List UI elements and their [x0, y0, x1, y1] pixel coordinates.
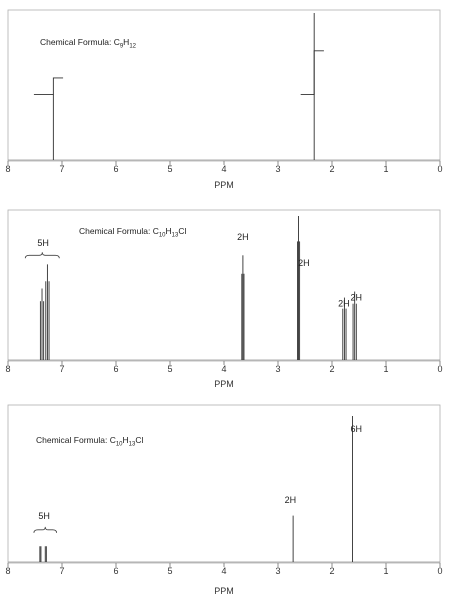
integration-label: 2H — [338, 299, 350, 309]
nmr-peak — [342, 297, 347, 360]
x-axis-label: PPM — [214, 586, 234, 596]
x-tick-label: 6 — [113, 364, 118, 374]
x-tick-label: 8 — [5, 364, 10, 374]
x-tick-label: 1 — [383, 566, 388, 576]
nmr-peak — [296, 216, 301, 360]
chemical-formula: Chemical Formula: C9H12 — [40, 37, 137, 50]
x-tick-label: 0 — [437, 364, 442, 374]
x-tick-label: 2 — [329, 364, 334, 374]
x-tick-label: 4 — [221, 164, 226, 174]
x-tick-label: 5 — [167, 364, 172, 374]
x-tick-label: 6 — [113, 164, 118, 174]
integration-curve — [33, 77, 64, 96]
nmr-peak — [39, 546, 42, 562]
x-tick-label: 4 — [221, 364, 226, 374]
x-tick-label: 3 — [275, 364, 280, 374]
x-tick-label: 0 — [437, 164, 442, 174]
x-tick-label: 0 — [437, 566, 442, 576]
chemical-formula: Chemical Formula: C10H13Cl — [79, 226, 186, 239]
plot-frame — [7, 9, 441, 162]
integration-label: 2H — [285, 495, 297, 505]
plot-frame — [7, 404, 441, 564]
x-tick-label: 5 — [167, 164, 172, 174]
x-tick-label: 8 — [5, 164, 10, 174]
integration-label: 2H — [237, 232, 249, 242]
spectrum-panel-2: 8 7 6 5 4 3 2 1 0 PPM Chemical Formula: C10H13Cl 5H… — [5, 209, 443, 389]
x-tick-label: 3 — [275, 164, 280, 174]
x-tick-label: 1 — [383, 364, 388, 374]
x-axis-label: PPM — [214, 180, 234, 190]
x-tick-label: 8 — [5, 566, 10, 576]
integration-brace — [33, 526, 57, 533]
integration-brace — [24, 252, 60, 259]
x-tick-label: 3 — [275, 566, 280, 576]
chemical-formula: Chemical Formula: C10H13Cl — [36, 435, 143, 448]
nmr-peak — [241, 255, 245, 360]
x-tick-label: 7 — [59, 566, 64, 576]
integration-curve — [300, 50, 324, 96]
x-tick-label: 7 — [59, 164, 64, 174]
nmr-peak — [44, 546, 47, 562]
nmr-peak — [352, 291, 357, 360]
integration-label: 6H — [351, 424, 363, 434]
spectrum-panel-3: 8 7 6 5 4 3 2 1 0 PPM Chemical Formula: C10H13Cl 5H… — [5, 404, 443, 596]
x-tick-label: 7 — [59, 364, 64, 374]
x-tick-label: 5 — [167, 566, 172, 576]
nmr-peak — [45, 264, 50, 360]
x-tick-label: 4 — [221, 566, 226, 576]
plot-frame — [7, 209, 441, 362]
integration-label: 2H — [351, 293, 363, 303]
integration-label: 5H — [37, 238, 49, 248]
integration-label: 2H — [298, 258, 310, 268]
x-tick-label: 6 — [113, 566, 118, 576]
integration-label: 5H — [38, 511, 50, 521]
x-axis-label: PPM — [214, 379, 234, 389]
nmr-peak — [39, 288, 45, 360]
x-tick-label: 2 — [329, 164, 334, 174]
spectrum-panel-1: 8 7 6 5 4 3 2 1 0 PPM Chemical Formula: C9H12 — [5, 9, 443, 190]
x-tick-label: 2 — [329, 566, 334, 576]
x-tick-label: 1 — [383, 164, 388, 174]
